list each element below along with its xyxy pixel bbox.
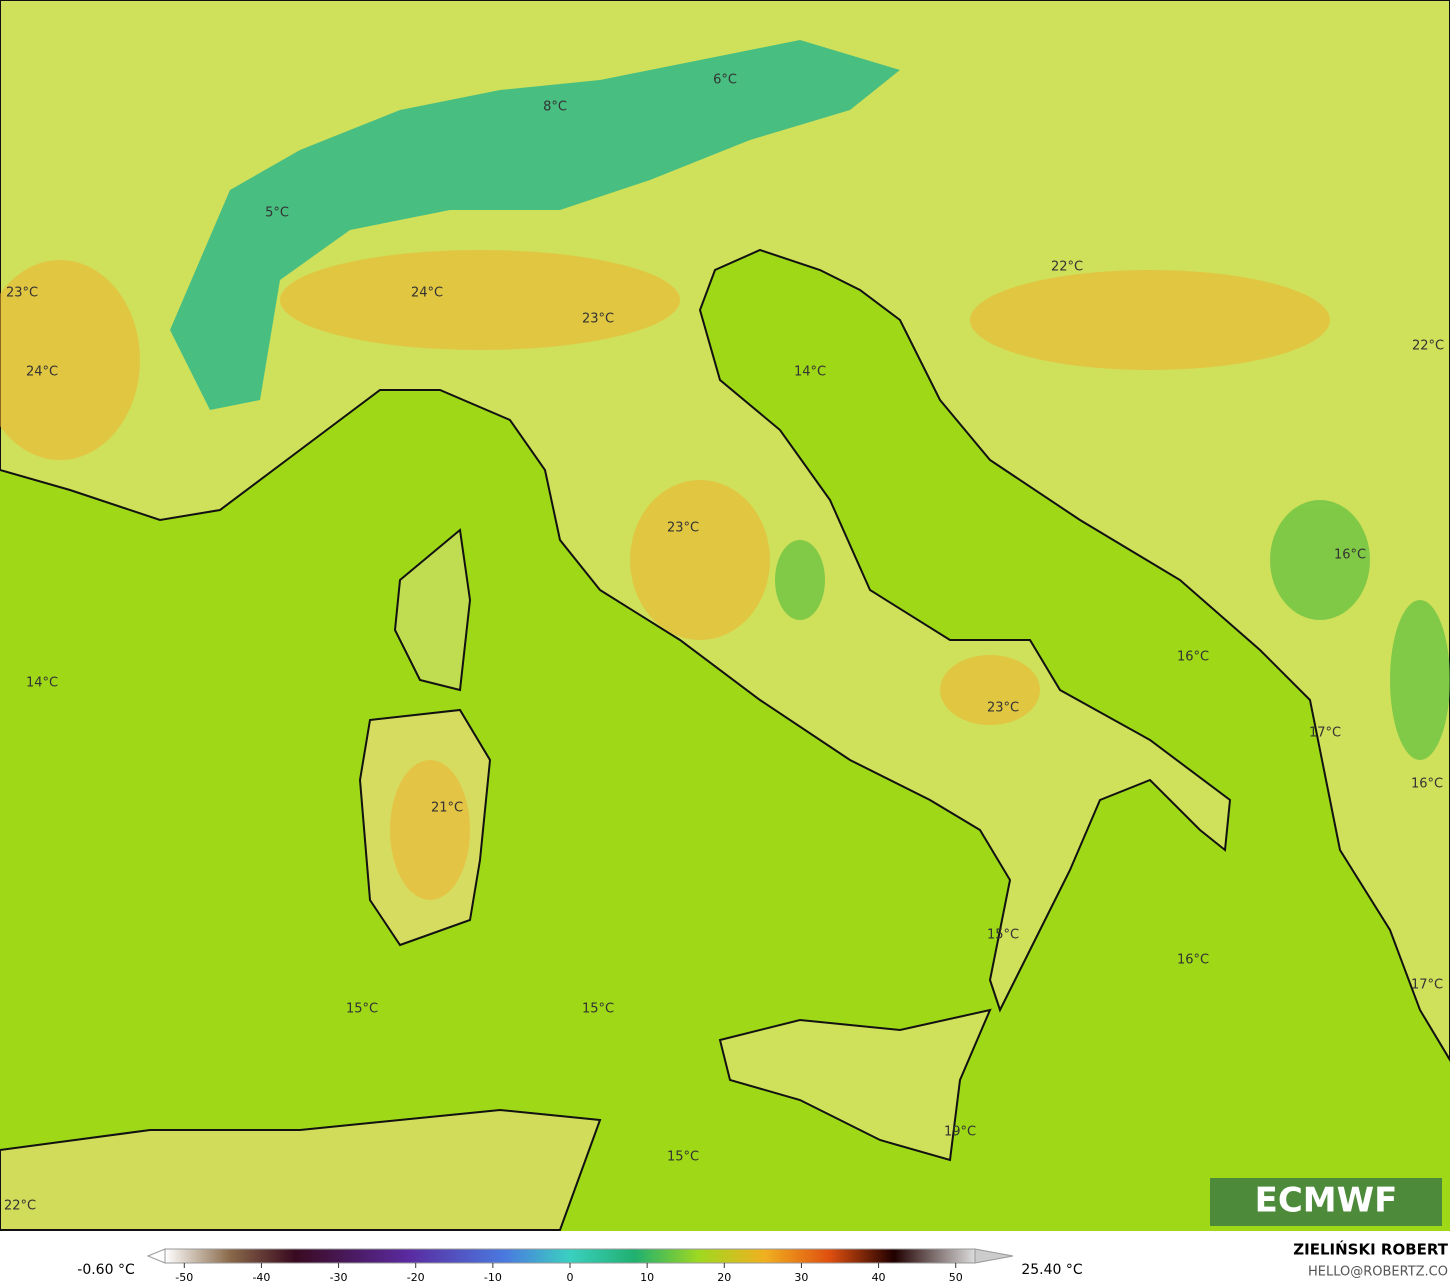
temperature-label: 22°C <box>1412 339 1444 354</box>
colorbar-tick-label: -50 <box>175 1271 193 1284</box>
temperature-label: 16°C <box>1177 953 1209 968</box>
temperature-label: 23°C <box>987 701 1019 716</box>
temperature-label: 22°C <box>4 1199 36 1214</box>
temperature-label: 8°C <box>543 100 567 115</box>
colorbar-max-arrow <box>974 1248 1014 1264</box>
temperature-label: 16°C <box>1334 548 1366 563</box>
colorbar-tick-label: 0 <box>567 1271 574 1284</box>
credit-name: ZIELIŃSKI ROBERT <box>1293 1240 1448 1259</box>
temperature-label: 16°C <box>1411 777 1443 792</box>
temperature-label: 24°C <box>411 286 443 301</box>
temperature-label: 24°C <box>26 365 58 380</box>
temperature-label: 14°C <box>26 676 58 691</box>
temperature-label: 5°C <box>265 206 289 221</box>
colorbar-tick-label: 50 <box>949 1271 963 1284</box>
colorbar-tick-label: 30 <box>794 1271 808 1284</box>
temperature-label: 22°C <box>1051 260 1083 275</box>
sicily <box>718 1008 992 1162</box>
temperature-label: 14°C <box>794 365 826 380</box>
temperature-label: 17°C <box>1309 726 1341 741</box>
colorbar-tick-label: 10 <box>640 1271 654 1284</box>
temperature-label: 15°C <box>582 1002 614 1017</box>
colorbar-tick-label: -30 <box>330 1271 348 1284</box>
temperature-label: 15°C <box>346 1002 378 1017</box>
temperature-label: 23°C <box>6 286 38 301</box>
max-label: 25.40 °C <box>1021 1262 1083 1278</box>
temperature-label: 23°C <box>667 521 699 536</box>
temperature-label: 6°C <box>713 73 737 88</box>
logo: ECMWF <box>1255 1181 1398 1221</box>
temperature-label: 21°C <box>431 801 463 816</box>
temperature-label: 15°C <box>667 1150 699 1165</box>
africa <box>0 1108 602 1231</box>
colorbar-tick-label: 40 <box>872 1271 886 1284</box>
corsica <box>393 528 472 692</box>
temperature-label: 15°C <box>987 928 1019 943</box>
temperature-label: 16°C <box>1177 650 1209 665</box>
colorbar <box>164 1248 976 1264</box>
credit-email: HELLO@ROBERTZ.CO <box>1308 1265 1448 1280</box>
alps-cold <box>170 40 900 410</box>
colorbar-tick-label: -40 <box>252 1271 270 1284</box>
colorbar-tick-label: -20 <box>407 1271 425 1284</box>
min-label: -0.60 °C <box>77 1262 135 1278</box>
warm-areas <box>0 250 1330 900</box>
apennine-cool <box>775 500 1450 760</box>
temperature-label: 23°C <box>582 312 614 327</box>
colorbar-tick-label: 20 <box>717 1271 731 1284</box>
temperature-label: 17°C <box>1411 978 1443 993</box>
temperature-label: 19°C <box>944 1125 976 1140</box>
colorbar-tick-label: -10 <box>484 1271 502 1284</box>
logo-box <box>1210 1178 1442 1226</box>
